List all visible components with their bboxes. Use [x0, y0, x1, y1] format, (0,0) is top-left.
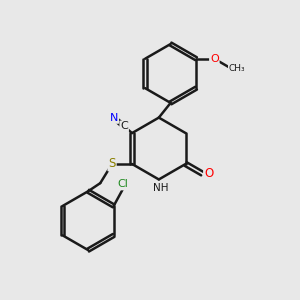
Text: N: N: [110, 113, 118, 123]
Text: S: S: [108, 158, 116, 170]
Text: CH₃: CH₃: [229, 64, 245, 73]
Text: O: O: [210, 54, 219, 64]
Text: Cl: Cl: [117, 179, 128, 190]
Text: C: C: [120, 122, 128, 131]
Text: O: O: [204, 167, 213, 180]
Text: NH: NH: [153, 183, 168, 193]
